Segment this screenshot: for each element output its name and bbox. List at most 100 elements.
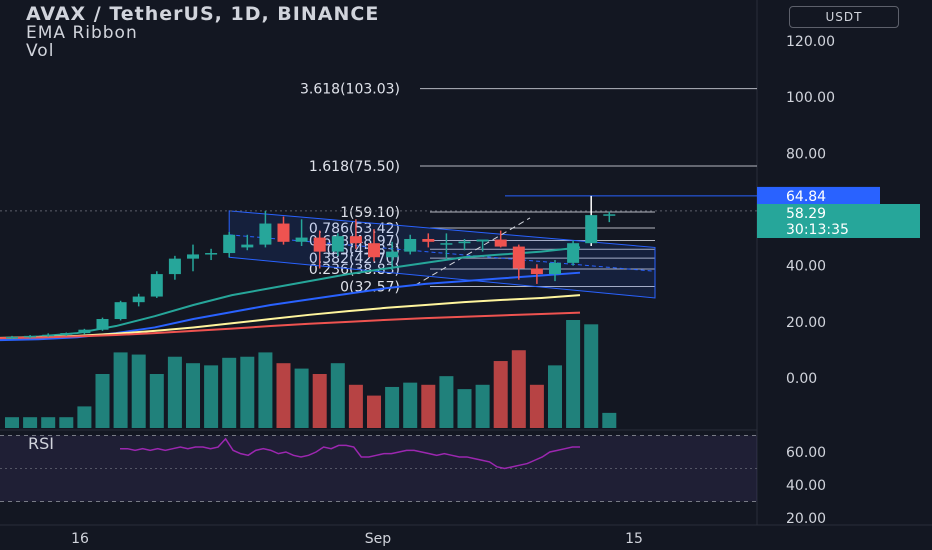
- fib-level-label: 0.236(38.83): [309, 262, 400, 278]
- volume-bar: [367, 395, 381, 428]
- volume-bar: [41, 417, 56, 428]
- rsi-band: [0, 435, 757, 502]
- volume-bar: [475, 384, 490, 428]
- rsi-axis-tick: 60.00: [786, 445, 826, 461]
- price-axis-tick: 20.00: [786, 315, 826, 331]
- candle-body: [458, 241, 471, 244]
- fib-level-label: 0(32.57): [340, 280, 400, 296]
- candle-body: [187, 254, 199, 259]
- volume-bar: [403, 382, 418, 428]
- candle-body: [259, 223, 272, 245]
- volume-bar: [276, 363, 291, 428]
- rsi-line: [120, 437, 580, 470]
- candle-body: [42, 334, 55, 337]
- candle-body: [494, 239, 507, 247]
- time-axis-tick: Sep: [365, 531, 392, 547]
- candle-body: [132, 296, 145, 303]
- candle-body: [277, 223, 290, 242]
- price-axis-tick: 40.00: [786, 259, 826, 275]
- candle-body: [585, 215, 598, 244]
- fib-level-label: 1(59.10): [340, 205, 400, 221]
- time-axis-tick: 15: [625, 531, 643, 547]
- candle-body: [96, 319, 109, 330]
- candle-body: [476, 239, 489, 242]
- candle-body: [331, 236, 344, 252]
- volume-bar: [113, 352, 128, 428]
- candle-body: [295, 237, 308, 242]
- volume-bar: [529, 384, 544, 428]
- fib-level-label: 1.618(75.50): [309, 159, 400, 175]
- volume-bar: [421, 384, 436, 428]
- volume-label[interactable]: Vol: [26, 41, 55, 61]
- volume-bar: [294, 368, 309, 428]
- candle-body: [512, 246, 525, 269]
- candle-body: [168, 258, 181, 275]
- rsi-label[interactable]: RSI: [28, 434, 54, 453]
- fib-level-label: 0.5(45.83): [327, 242, 400, 258]
- candle-body: [114, 302, 127, 320]
- candle-body: [241, 244, 254, 248]
- volume-bar: [457, 389, 472, 428]
- candle-body: [24, 335, 37, 338]
- volume-bar: [95, 374, 110, 428]
- price-axis-tick: 80.00: [786, 146, 826, 162]
- volume-bar: [131, 354, 146, 428]
- candle-body: [349, 236, 362, 244]
- volume-bar: [493, 361, 508, 428]
- volume-bar: [439, 376, 454, 428]
- last-price-badge: [757, 204, 920, 238]
- ema-ribbon-label[interactable]: EMA Ribbon: [26, 23, 138, 43]
- volume-bar: [23, 417, 38, 428]
- volume-bar: [566, 320, 581, 428]
- candle-body: [368, 243, 380, 258]
- candle-body: [386, 251, 399, 258]
- chart-title[interactable]: AVAX / TetherUS, 1D, BINANCE: [26, 3, 380, 25]
- volume-bar: [222, 357, 237, 428]
- candle-body: [530, 268, 543, 275]
- currency-button[interactable]: USDT: [789, 6, 899, 28]
- candle-body: [150, 274, 163, 297]
- candle-body: [603, 214, 616, 216]
- volume-bar: [312, 374, 327, 428]
- volume-bar: [385, 386, 400, 428]
- volume-bar: [186, 363, 200, 428]
- volume-bar: [548, 365, 562, 428]
- candle-body: [549, 262, 561, 275]
- volume-bar: [204, 365, 219, 428]
- fib-level-label: 3.618(103.03): [300, 82, 400, 98]
- volume-bar: [584, 324, 599, 428]
- price-axis-tick: 0.00: [786, 371, 817, 387]
- volume-bar: [167, 356, 182, 428]
- fib-level-label: 0.786(53.42): [309, 221, 400, 237]
- ema-ribbon-line: [0, 311, 581, 340]
- volume-bar: [348, 384, 363, 428]
- candle-body: [440, 243, 453, 245]
- volume-bar: [330, 363, 345, 428]
- countdown-text: 30:13:35: [786, 222, 849, 238]
- fib-trend-line: [414, 217, 531, 286]
- candle-body: [205, 253, 218, 255]
- volume-bar: [77, 406, 92, 428]
- rsi-axis-tick: 20.00: [786, 511, 826, 527]
- price-axis-tick: 100.00: [786, 90, 835, 106]
- volume-bar: [602, 412, 617, 428]
- time-axis-tick: 16: [71, 531, 89, 547]
- volume-bar: [5, 417, 19, 428]
- candle-body: [567, 243, 580, 263]
- last-price-text: 58.29: [786, 206, 826, 222]
- volume-bar: [511, 350, 526, 428]
- candle-body: [78, 329, 91, 334]
- volume-bar: [258, 352, 273, 428]
- candle-body: [313, 237, 326, 252]
- price-axis-tick: 120.00: [786, 34, 835, 50]
- volume-bar: [149, 374, 164, 428]
- candle-body: [60, 333, 73, 335]
- rsi-axis-tick: 40.00: [786, 478, 826, 494]
- candle-body: [404, 238, 417, 252]
- candle-body: [422, 238, 435, 242]
- high-price-badge: [757, 186, 880, 205]
- high-price-text: 64.84: [786, 189, 826, 205]
- candle-body: [6, 336, 18, 339]
- volume-bar: [240, 356, 255, 428]
